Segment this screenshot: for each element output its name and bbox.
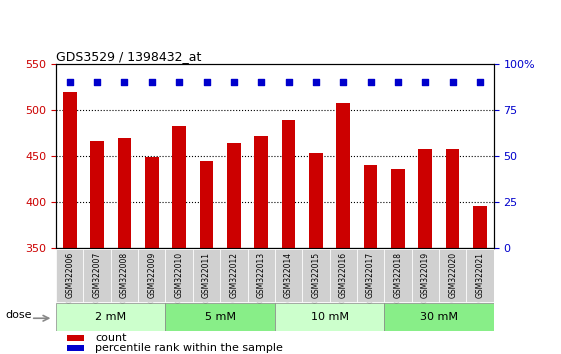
Point [202, 79, 211, 85]
FancyBboxPatch shape [412, 249, 439, 302]
Bar [227, 143, 241, 248]
Bar [254, 136, 268, 248]
Bar [446, 149, 459, 248]
Point [448, 79, 457, 85]
Bar [282, 120, 296, 248]
FancyBboxPatch shape [357, 249, 384, 302]
Point [366, 79, 375, 85]
FancyBboxPatch shape [302, 249, 330, 302]
Bar [473, 206, 487, 248]
FancyBboxPatch shape [138, 249, 165, 302]
FancyBboxPatch shape [84, 249, 111, 302]
Text: GSM322009: GSM322009 [148, 252, 157, 298]
Point [174, 79, 183, 85]
Bar [364, 165, 378, 248]
Point [311, 79, 320, 85]
Text: GSM322015: GSM322015 [311, 252, 320, 298]
FancyBboxPatch shape [56, 249, 84, 302]
Bar [309, 153, 323, 248]
Bar [145, 157, 159, 248]
Point [229, 79, 238, 85]
Bar [337, 103, 350, 248]
Point [65, 79, 74, 85]
Text: GSM322010: GSM322010 [174, 252, 183, 298]
Text: GSM322014: GSM322014 [284, 252, 293, 298]
FancyBboxPatch shape [247, 249, 275, 302]
FancyBboxPatch shape [384, 249, 412, 302]
FancyBboxPatch shape [220, 249, 247, 302]
Text: GSM322017: GSM322017 [366, 252, 375, 298]
Bar [90, 141, 104, 248]
Text: GSM322020: GSM322020 [448, 252, 457, 298]
Point [120, 79, 129, 85]
Text: 30 mM: 30 mM [420, 312, 458, 322]
Point [339, 79, 348, 85]
Text: percentile rank within the sample: percentile rank within the sample [95, 343, 283, 353]
Text: 5 mM: 5 mM [205, 312, 236, 322]
Bar [67, 345, 84, 351]
Bar [172, 126, 186, 248]
Bar [200, 161, 213, 248]
FancyBboxPatch shape [165, 303, 275, 331]
Point [257, 79, 266, 85]
FancyBboxPatch shape [165, 249, 193, 302]
Text: GSM322007: GSM322007 [93, 252, 102, 298]
Point [393, 79, 402, 85]
Bar [391, 169, 405, 248]
Point [93, 79, 102, 85]
Text: 2 mM: 2 mM [95, 312, 126, 322]
Point [148, 79, 157, 85]
FancyBboxPatch shape [384, 303, 494, 331]
Text: GSM322016: GSM322016 [339, 252, 348, 298]
Bar [118, 138, 131, 248]
Text: count: count [95, 333, 127, 343]
FancyBboxPatch shape [466, 249, 494, 302]
Text: GSM322012: GSM322012 [229, 252, 238, 298]
Text: GDS3529 / 1398432_at: GDS3529 / 1398432_at [56, 50, 201, 63]
Text: GSM322021: GSM322021 [476, 252, 485, 298]
Text: GSM322011: GSM322011 [202, 252, 211, 298]
FancyBboxPatch shape [56, 303, 165, 331]
FancyBboxPatch shape [439, 249, 466, 302]
FancyBboxPatch shape [275, 303, 384, 331]
Point [421, 79, 430, 85]
Text: dose: dose [6, 310, 32, 320]
Bar [67, 335, 84, 341]
FancyBboxPatch shape [193, 249, 220, 302]
Bar [419, 149, 432, 248]
FancyBboxPatch shape [111, 249, 138, 302]
Text: GSM322019: GSM322019 [421, 252, 430, 298]
Bar [63, 92, 77, 248]
FancyBboxPatch shape [275, 249, 302, 302]
Text: GSM322006: GSM322006 [65, 252, 74, 298]
Point [476, 79, 485, 85]
Text: GSM322018: GSM322018 [393, 252, 402, 298]
Text: 10 mM: 10 mM [311, 312, 348, 322]
Text: GSM322013: GSM322013 [257, 252, 266, 298]
FancyBboxPatch shape [330, 249, 357, 302]
Text: GSM322008: GSM322008 [120, 252, 129, 298]
Point [284, 79, 293, 85]
